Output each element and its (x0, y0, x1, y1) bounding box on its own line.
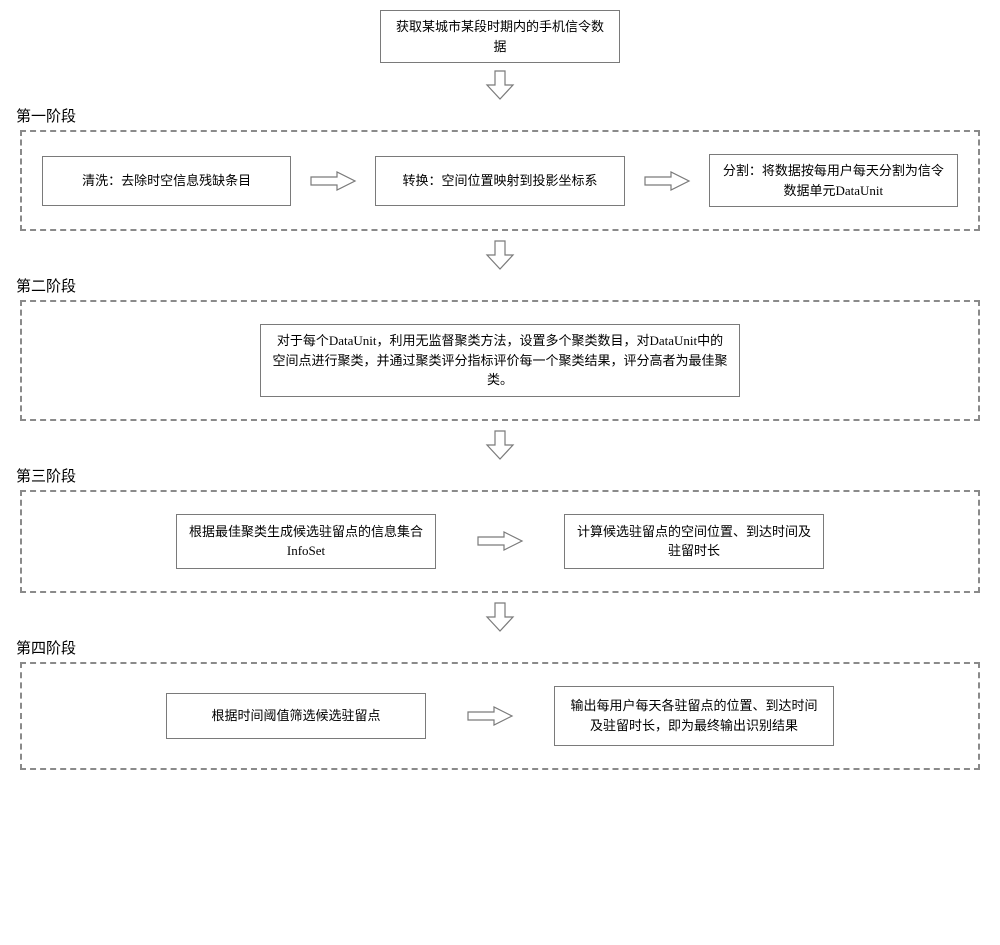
arrow-right-3 (476, 529, 524, 553)
phase4-node-filter: 根据时间阈值筛选候选驻留点 (166, 693, 426, 739)
phase3-container: 根据最佳聚类生成候选驻留点的信息集合InfoSet 计算候选驻留点的空间位置、到… (20, 490, 980, 593)
arrow-down-to-phase3 (10, 429, 990, 461)
phase3-node-compute: 计算候选驻留点的空间位置、到达时间及驻留时长 (564, 514, 824, 569)
arrow-down-to-phase1 (10, 69, 990, 101)
arrow-down-to-phase4 (10, 601, 990, 633)
phase4-node-output: 输出每用户每天各驻留点的位置、到达时间及驻留时长，即为最终输出识别结果 (554, 686, 834, 746)
top-node: 获取某城市某段时期内的手机信令数据 (380, 10, 620, 63)
phase4-container: 根据时间阈值筛选候选驻留点 输出每用户每天各驻留点的位置、到达时间及驻留时长，即… (20, 662, 980, 770)
arrow-right-1 (309, 169, 357, 193)
arrow-right-4 (466, 704, 514, 728)
arrow-right-2 (643, 169, 691, 193)
phase3-label: 第三阶段 (16, 465, 990, 486)
phase1-label: 第一阶段 (16, 105, 990, 126)
phase4-label: 第四阶段 (16, 637, 990, 658)
phase1-node-transform: 转换：空间位置映射到投影坐标系 (375, 156, 624, 206)
phase2-label: 第二阶段 (16, 275, 990, 296)
phase1-container: 清洗：去除时空信息残缺条目 转换：空间位置映射到投影坐标系 分割：将数据按每用户… (20, 130, 980, 231)
phase1-node-clean: 清洗：去除时空信息残缺条目 (42, 156, 291, 206)
phase1-node-split: 分割：将数据按每用户每天分割为信令数据单元DataUnit (709, 154, 958, 207)
phase2-container: 对于每个DataUnit，利用无监督聚类方法，设置多个聚类数目，对DataUni… (20, 300, 980, 421)
phase2-node-cluster: 对于每个DataUnit，利用无监督聚类方法，设置多个聚类数目，对DataUni… (260, 324, 740, 397)
phase3-node-infoset: 根据最佳聚类生成候选驻留点的信息集合InfoSet (176, 514, 436, 569)
arrow-down-to-phase2 (10, 239, 990, 271)
